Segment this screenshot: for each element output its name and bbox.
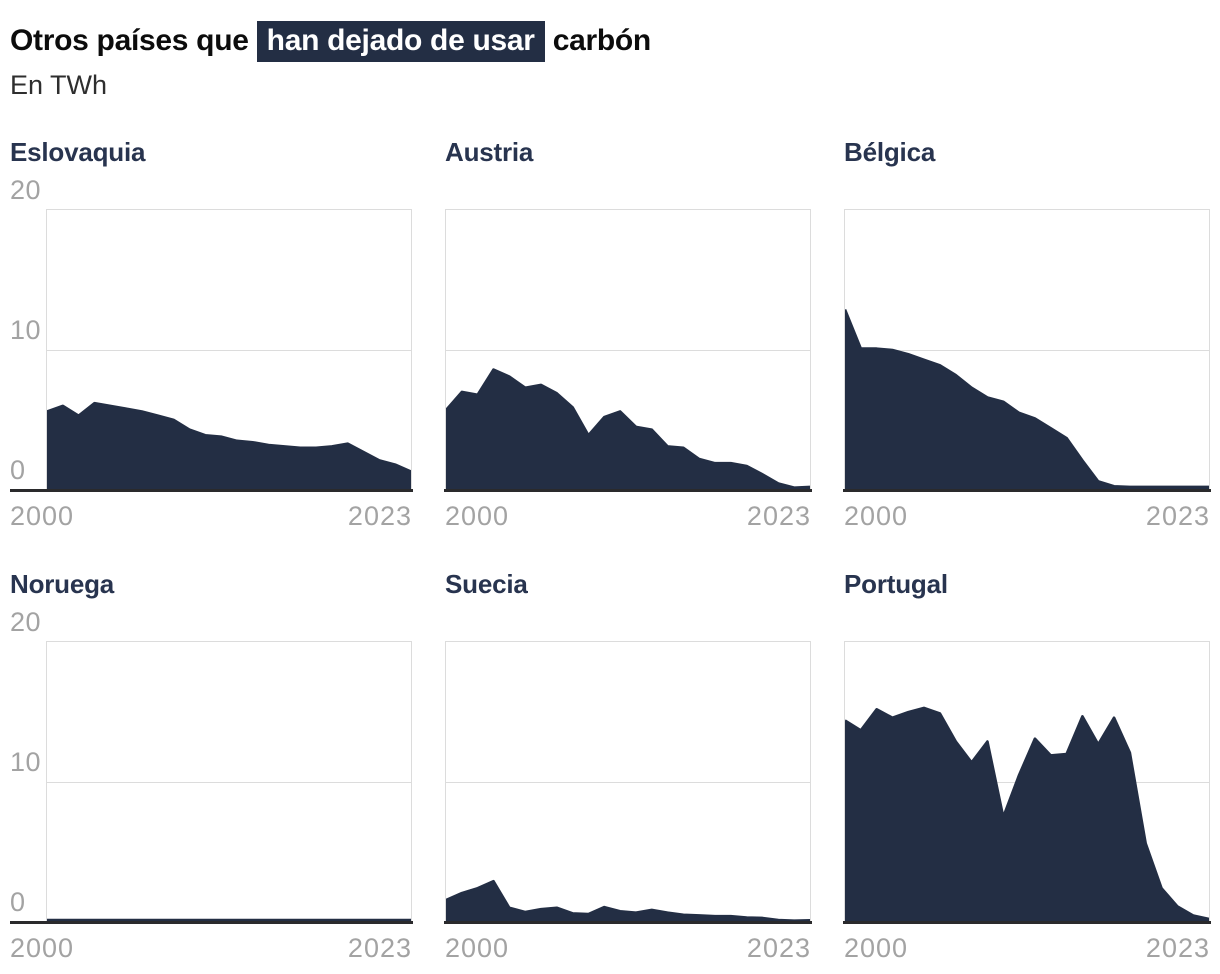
- chart-panel: Suecia 20 10 0 2000 2023: [444, 569, 812, 963]
- area-fill: [47, 403, 411, 490]
- chart-subtitle: En TWh: [10, 70, 108, 100]
- x-tick-label-start: 2000: [445, 501, 510, 531]
- x-tick-label-end: 2023: [746, 933, 811, 963]
- chart-plot-area: [46, 641, 412, 922]
- chart-plot-area: [46, 209, 412, 490]
- area-fill: [845, 309, 1209, 490]
- area-stroke: [446, 368, 810, 489]
- x-axis-line: [843, 921, 1211, 924]
- chart-country-title: Suecia: [445, 569, 528, 599]
- chart-country-title: Bélgica: [844, 137, 936, 167]
- chart-plot-area: [844, 209, 1210, 490]
- y-tick-label-10: 10: [10, 315, 42, 345]
- area-stroke: [845, 308, 1209, 489]
- chart-panel: Portugal 20 10 0 2000 2023: [843, 569, 1211, 963]
- page-title: Otros países que han dejado de usar carb…: [10, 20, 1210, 62]
- x-axis-line: [444, 489, 812, 492]
- chart-plot-area: [445, 641, 811, 922]
- area-series: [845, 308, 1209, 490]
- area-fill: [446, 369, 810, 490]
- y-tick-label-10: 10: [10, 747, 42, 777]
- gridline-10: [47, 350, 411, 351]
- chart-panel: Eslovaquia 20 10 0 2000 2023: [10, 137, 413, 531]
- x-axis-line: [10, 921, 413, 924]
- x-axis-line: [10, 489, 413, 492]
- x-tick-label-end: 2023: [1145, 501, 1210, 531]
- x-tick-label-end: 2023: [347, 501, 412, 531]
- x-axis-line: [444, 921, 812, 924]
- x-tick-label-start: 2000: [844, 933, 909, 963]
- chart-panel: Austria 20 10 0 2000 2023: [444, 137, 812, 531]
- x-tick-label-end: 2023: [1145, 933, 1210, 963]
- title-suffix: carbón: [552, 24, 652, 57]
- gridline-10: [845, 350, 1209, 351]
- area-fill: [845, 707, 1209, 922]
- chart-plot-area: [844, 641, 1210, 922]
- title-prefix: Otros países que: [10, 24, 249, 57]
- gridline-10: [446, 350, 810, 351]
- y-tick-label-20: 20: [10, 607, 42, 637]
- area-series: [47, 918, 411, 922]
- area-stroke: [845, 706, 1209, 921]
- chart-country-title: Noruega: [10, 569, 115, 599]
- area-series: [446, 368, 810, 490]
- y-tick-label-0: 0: [10, 455, 26, 485]
- x-tick-label-end: 2023: [746, 501, 811, 531]
- chart-plot-area: [445, 209, 811, 490]
- area-series: [446, 879, 810, 922]
- x-tick-label-end: 2023: [347, 933, 412, 963]
- x-tick-label-start: 2000: [10, 933, 75, 963]
- chart-country-title: Austria: [445, 137, 534, 167]
- chart-country-title: Eslovaquia: [10, 137, 146, 167]
- gridline-10: [446, 782, 810, 783]
- x-tick-label-start: 2000: [445, 933, 510, 963]
- y-tick-label-0: 0: [10, 887, 26, 917]
- gridline-10: [47, 782, 411, 783]
- x-axis-line: [843, 489, 1211, 492]
- area-stroke: [47, 401, 411, 473]
- chart-header: Otros países que han dejado de usar carb…: [10, 20, 1210, 62]
- area-fill: [446, 881, 810, 922]
- x-tick-label-start: 2000: [10, 501, 75, 531]
- chart-panel: Bélgica 20 10 0 2000 2023: [843, 137, 1211, 531]
- title-highlight: han dejado de usar: [256, 21, 545, 62]
- area-stroke: [446, 879, 810, 922]
- x-tick-label-start: 2000: [844, 501, 909, 531]
- area-series: [47, 401, 411, 490]
- area-series: [845, 706, 1209, 922]
- y-tick-label-20: 20: [10, 175, 42, 205]
- chart-country-title: Portugal: [844, 569, 948, 599]
- chart-panel: Noruega 20 10 0 2000 2023: [10, 569, 413, 963]
